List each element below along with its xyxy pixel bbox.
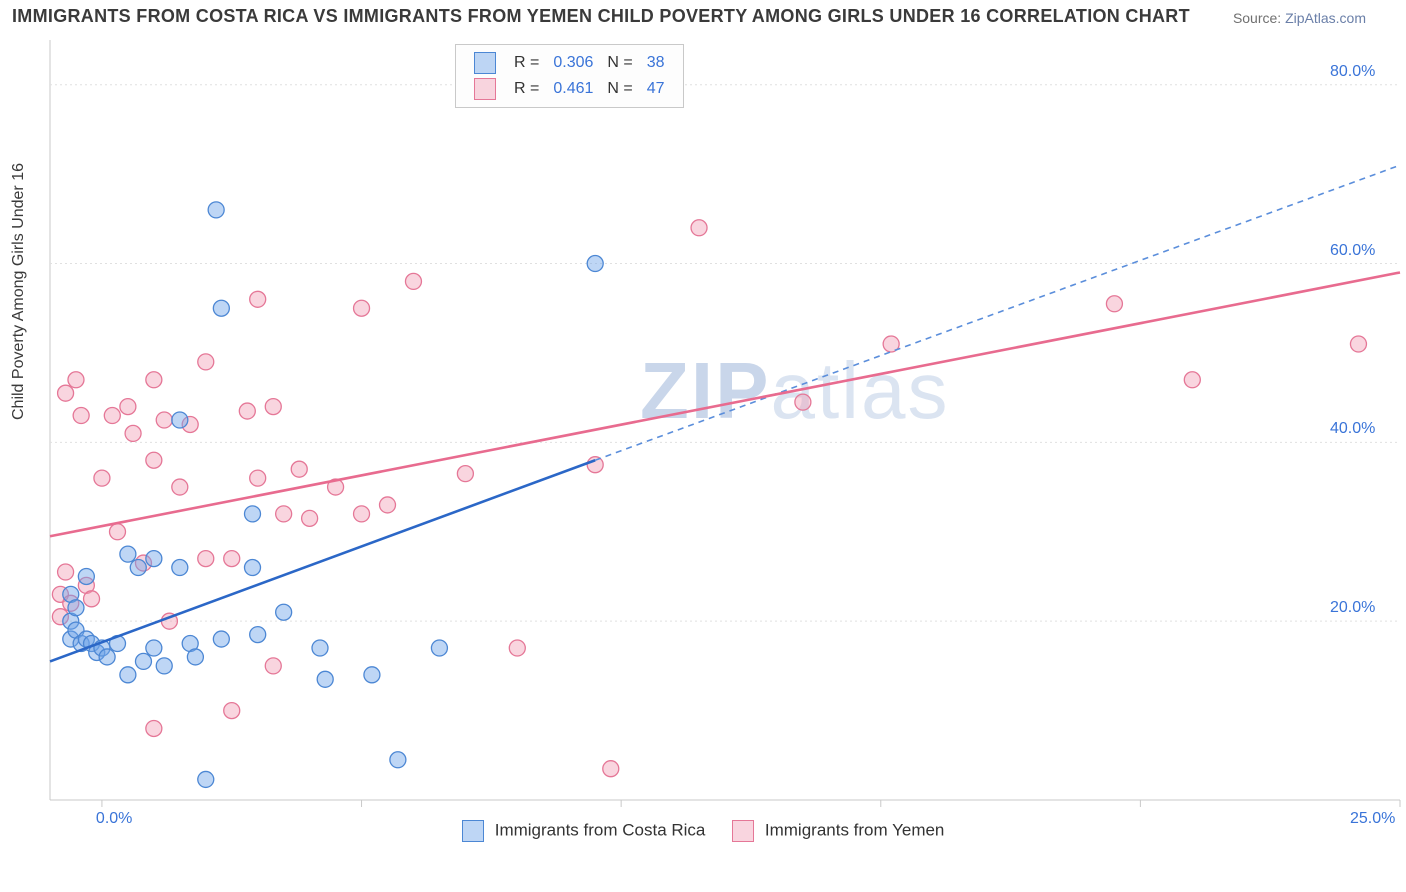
r-value-yemen: 0.461 xyxy=(547,77,599,101)
swatch-yemen xyxy=(732,820,754,842)
swatch-yemen xyxy=(474,78,496,100)
stats-row-costa-rica: R = 0.306 N = 38 xyxy=(468,51,671,75)
y-tick-label: 80.0% xyxy=(1330,63,1375,81)
x-tick-label: 0.0% xyxy=(96,810,132,828)
y-tick-label: 20.0% xyxy=(1330,599,1375,617)
stats-table: R = 0.306 N = 38 R = 0.461 N = 47 xyxy=(466,49,673,103)
stats-row-yemen: R = 0.461 N = 47 xyxy=(468,77,671,101)
y-tick-label: 60.0% xyxy=(1330,242,1375,260)
y-tick-label: 40.0% xyxy=(1330,420,1375,438)
x-tick-label: 25.0% xyxy=(1350,810,1395,828)
n-label: N = xyxy=(601,51,638,75)
series-legend: Immigrants from Costa Rica Immigrants fr… xyxy=(440,820,944,842)
swatch-costa-rica xyxy=(474,52,496,74)
r-label: R = xyxy=(508,51,545,75)
n-value-yemen: 47 xyxy=(641,77,671,101)
stats-legend: R = 0.306 N = 38 R = 0.461 N = 47 xyxy=(455,44,684,108)
n-label: N = xyxy=(601,77,638,101)
swatch-costa-rica xyxy=(462,820,484,842)
r-value-costa-rica: 0.306 xyxy=(547,51,599,75)
legend-label-yemen: Immigrants from Yemen xyxy=(765,820,945,839)
r-label: R = xyxy=(508,77,545,101)
n-value-costa-rica: 38 xyxy=(641,51,671,75)
legend-label-costa-rica: Immigrants from Costa Rica xyxy=(495,820,706,839)
scatter-chart xyxy=(0,0,1406,892)
